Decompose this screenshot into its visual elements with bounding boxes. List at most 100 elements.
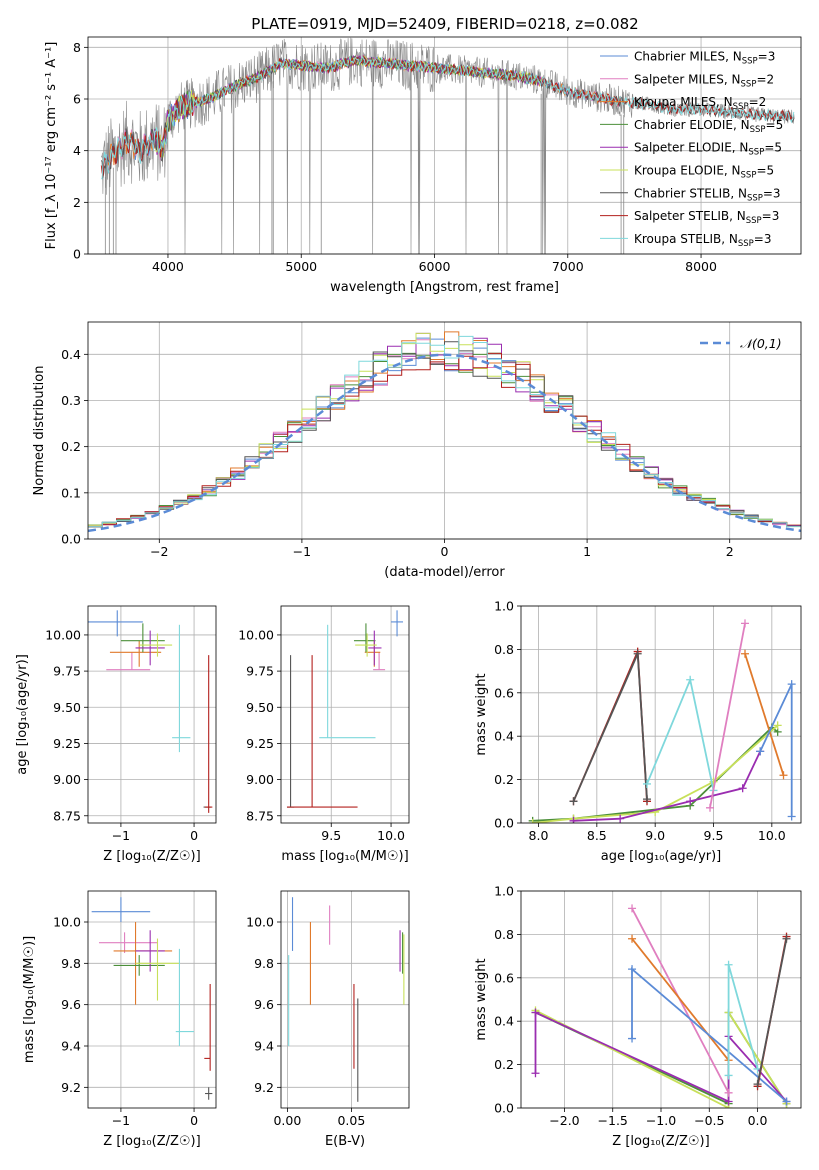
errorbar-point (353, 623, 376, 653)
y-tick-label: 9.4 (254, 1039, 274, 1054)
weight-marker (753, 1080, 762, 1089)
y-tick-label: 0.4 (61, 347, 81, 362)
tick-labels: −2 −1 0 1 2 0.0 0.1 0.2 0.3 0.4 (61, 347, 734, 559)
weight-marker (633, 649, 642, 658)
plot-area (91, 897, 213, 1100)
weight-marker (782, 1097, 791, 1106)
x-tick-label: −1 (112, 828, 130, 843)
x-tick-label: 0.00 (273, 1113, 301, 1128)
x-tick-label: 4000 (152, 259, 184, 274)
weight-marker (528, 819, 537, 823)
y-tick-label: 9.2 (61, 1080, 81, 1095)
errorbar-point (135, 630, 165, 666)
grid-lines (88, 606, 216, 823)
x-tick-label: 0 (190, 1113, 198, 1128)
y-axis-label: Flux [f_λ 10⁻¹⁷ erg cm⁻² s⁻¹ A⁻¹] (44, 42, 59, 250)
residual-histogram (88, 352, 801, 527)
y-tick-label: 1.0 (494, 599, 514, 614)
model-spectrum-line (154, 55, 542, 159)
chart-weight_vs_age: 8.0 8.5 9.0 9.5 10.0 0.0 0.2 0.4 0.6 0.8 1.0 age [l… (474, 599, 802, 864)
errorbar-point (135, 930, 165, 972)
x-tick-label: 6000 (419, 259, 451, 274)
weight-marker (686, 797, 695, 806)
weight-series-line (744, 653, 785, 776)
y-tick-label: 8.75 (53, 808, 81, 823)
y-tick-label: 0.3 (61, 393, 81, 408)
weight-marker (741, 619, 749, 628)
weight-marker (724, 1097, 733, 1106)
residual-legend: 𝒩(0,1) (700, 336, 782, 351)
chart-age_vs_Z: −1 0 8.75 9.00 9.25 9.50 9.75 10.00 Z [log₁₀(Z/Z… (15, 605, 217, 864)
y-tick-label: 9.6 (61, 997, 81, 1012)
weight-series-line (572, 653, 648, 802)
weight-marker (616, 814, 625, 823)
weight-marker (531, 1069, 540, 1078)
x-tick-label: 2 (726, 544, 734, 559)
tick-labels: 9.5 10.0 8.75 9.00 9.25 9.50 9.75 10.00 (238, 627, 405, 843)
y-tick-label: 4 (73, 143, 81, 158)
tick-labels: −2.0 −1.5 −1.0 −0.5 0.0 0.0 0.2 0.4 0.6 0.8 1.0 (494, 884, 767, 1129)
x-tick-label: 0 (441, 544, 449, 559)
legend-entry: Kroupa ELODIE, NSSP=5 (634, 164, 774, 181)
y-axis-label: mass weight (474, 673, 489, 755)
weight-marker (724, 1071, 733, 1080)
grid-lines (521, 605, 801, 824)
legend-entry: Kroupa STELIB, NSSP=3 (634, 232, 772, 249)
y-tick-label: 0.2 (494, 772, 514, 787)
y-tick-label: 10.00 (238, 627, 274, 642)
y-tick-label: 10.00 (45, 627, 81, 642)
weight-marker (569, 797, 578, 806)
legend-entry: Salpeter MILES, NSSP=2 (634, 72, 774, 89)
y-tick-label: 0.0 (494, 1101, 514, 1116)
errorbar-point (88, 610, 143, 637)
y-tick-label: 9.50 (53, 700, 81, 715)
x-axis-label: Z [log₁₀(Z/Z☉)] (103, 849, 200, 864)
y-tick-label: 0 (73, 247, 81, 262)
errorbar-point (204, 984, 211, 1071)
y-tick-label: 0.8 (494, 927, 514, 942)
y-tick-label: 9.00 (246, 772, 274, 787)
y-axis-label: Normed distribution (32, 366, 47, 496)
x-axis-label: Z [log₁₀(Z/Z☉)] (103, 1134, 200, 1149)
weight-series-line (756, 938, 788, 1085)
legend-entry: Chabrier STELIB, NSSP=3 (634, 186, 781, 203)
chart-residuals: −2 −1 0 1 2 0.0 0.1 0.2 0.3 0.4 (data-model)/error… (32, 321, 802, 580)
x-tick-label: 0.0 (748, 1113, 768, 1128)
x-axis-label: age [log₁₀(age/yr)] (601, 849, 722, 864)
weight-marker (706, 803, 714, 812)
plot-area (100, 37, 795, 254)
y-tick-label: 2 (73, 195, 81, 210)
x-tick-label: 8.0 (529, 828, 549, 843)
y-tick-label: 0.1 (61, 485, 81, 500)
y-tick-label: 0.2 (494, 1057, 514, 1072)
legend-entry: Kroupa MILES, NSSP=2 (634, 95, 766, 112)
y-tick-label: 9.4 (61, 1039, 81, 1054)
axes-frame (520, 605, 802, 824)
y-axis-label: age [log₁₀(age/yr)] (15, 654, 30, 775)
x-tick-label: 8.5 (587, 828, 607, 843)
axes-frame (87, 605, 217, 824)
x-tick-label: 8000 (685, 259, 717, 274)
axes-frame (87, 890, 217, 1109)
x-tick-label: −1 (293, 544, 311, 559)
x-tick-label: −1 (112, 1113, 130, 1128)
x-tick-label: −0.5 (694, 1113, 724, 1128)
weight-marker (724, 1088, 733, 1097)
y-tick-label: 9.50 (246, 700, 274, 715)
weight-marker (779, 771, 788, 780)
x-tick-label: −2 (150, 544, 168, 559)
weight-marker (531, 1008, 540, 1017)
tick-labels: 4000 5000 6000 7000 8000 0 2 4 6 8 (73, 40, 717, 274)
x-axis-label: mass [log₁₀(M/M☉)] (281, 849, 408, 864)
y-tick-label: 0.8 (494, 642, 514, 657)
errorbar-point (175, 948, 195, 1046)
x-tick-label: 9.5 (704, 828, 724, 843)
figure-title: PLATE=0919, MJD=52409, FIBERID=0218, z=0… (251, 15, 638, 33)
plot-area (88, 331, 801, 533)
errorbar-point (286, 655, 358, 808)
weight-marker (787, 680, 796, 689)
y-axis-label: mass [log₁₀(M/M☉)] (22, 936, 37, 1063)
normal-curve (88, 353, 801, 533)
y-tick-label: 9.25 (246, 736, 274, 751)
errorbar-point (391, 610, 404, 637)
